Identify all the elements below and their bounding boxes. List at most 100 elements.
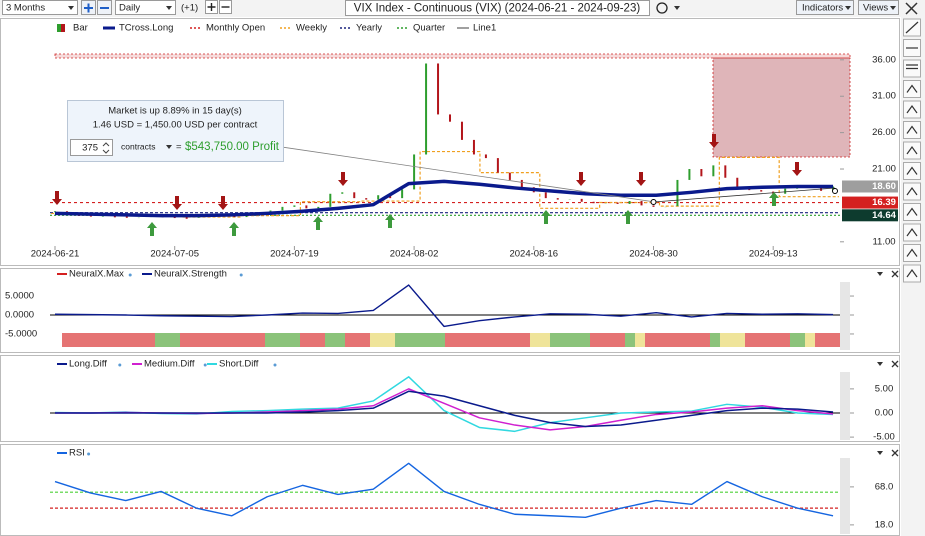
strength-line (54, 284, 834, 328)
tool-icon (906, 145, 918, 155)
legend-label: Bar (73, 23, 88, 34)
buy-arrow (229, 222, 239, 236)
y-tick-label: -5.00 (873, 432, 895, 443)
state-band (395, 333, 445, 347)
tool-icon (906, 227, 918, 237)
panel-menu[interactable] (877, 272, 883, 276)
tool-button[interactable] (903, 264, 921, 283)
tool-button[interactable] (903, 141, 921, 160)
dropdown-icon[interactable] (674, 6, 680, 10)
tool-group (903, 18, 921, 283)
state-band (590, 333, 625, 347)
state-band (790, 333, 805, 347)
search-icon[interactable] (656, 2, 668, 14)
y-tick-label: 26.00 (872, 127, 896, 138)
offset-text: (+1) (181, 3, 198, 14)
buy-arrow (147, 222, 157, 236)
info-line: 1.46 USD = 1,450.00 USD per contract (93, 120, 258, 131)
chart-title: VIX Index - Continuous (VIX) (2024-06-21… (354, 3, 641, 15)
buy-arrow (769, 192, 779, 206)
tool-button[interactable] (903, 121, 921, 139)
views-button[interactable] (858, 0, 899, 15)
buy-arrow (541, 210, 551, 224)
y-tick-label: 5.0000 (5, 291, 34, 302)
indicators-button[interactable] (796, 0, 854, 15)
trend-line (653, 187, 836, 203)
legend-label: Weekly (296, 23, 327, 34)
unit-select[interactable]: contracts (121, 141, 156, 151)
x-tick-label: 2024-07-19 (270, 249, 319, 260)
range-select[interactable] (2, 0, 78, 15)
resistance-zone (54, 53, 851, 59)
price-label-bg (842, 180, 898, 193)
views-text: Views (863, 3, 888, 14)
profit-calculator: Market is up 8.89% in 15 day(s) 1.46 USD… (67, 100, 284, 162)
tool-icon (905, 21, 919, 34)
tool-button[interactable] (903, 80, 921, 98)
tool-button[interactable] (903, 203, 921, 221)
dropdown-icon (845, 6, 851, 10)
dropdown-icon[interactable] (166, 145, 172, 149)
state-band (550, 333, 590, 347)
legend-dot (203, 363, 207, 367)
dropdown-icon (68, 6, 74, 10)
legend-dot (128, 273, 132, 277)
y-tick-label: 21.00 (872, 164, 896, 175)
panel-close[interactable] (891, 270, 899, 278)
diff-line (55, 390, 834, 428)
price-label: 14.64 (872, 210, 896, 221)
state-band (805, 333, 815, 347)
legend-icon (57, 24, 61, 32)
symbol-box[interactable] (345, 0, 650, 16)
legend-label: Medium.Diff (144, 359, 195, 370)
panel-close[interactable] (891, 360, 899, 368)
rsi-line (54, 462, 834, 518)
sell-arrow (576, 172, 586, 186)
tool-button[interactable] (903, 100, 921, 119)
price-label-bg (842, 196, 898, 209)
info-line: Market is up 8.89% in 15 day(s) (108, 106, 242, 117)
range-text: 3 Months (6, 3, 45, 14)
scale-gap (840, 282, 850, 350)
plus-icon (84, 3, 93, 13)
legend-dot (118, 363, 122, 367)
tool-icon (906, 166, 918, 175)
legend-label: Quarter (413, 23, 445, 34)
state-band (345, 333, 370, 347)
x-tick-label: 2024-06-21 (31, 249, 80, 260)
anchor-point (650, 199, 657, 205)
panel-menu[interactable] (877, 362, 883, 366)
tool-icon (906, 104, 918, 114)
state-band (815, 333, 840, 347)
tool-button[interactable] (903, 223, 921, 242)
dropdown-icon (166, 6, 172, 10)
state-band (370, 333, 395, 347)
x-tick-label: 2024-08-30 (629, 249, 678, 260)
interval-text: Daily (119, 3, 140, 14)
legend-label: NeuralX.Max (69, 269, 124, 280)
panel-close[interactable] (891, 449, 899, 457)
state-band (300, 333, 325, 347)
legend-icon (61, 24, 65, 32)
indicators-text: Indicators (802, 3, 843, 14)
tool-button[interactable] (903, 162, 921, 180)
quantity-input[interactable] (70, 139, 113, 156)
interval-select[interactable] (115, 0, 176, 15)
rsi-panel (0, 444, 900, 536)
y-tick-label: 11.00 (872, 236, 895, 247)
scale-gap (840, 458, 850, 534)
state-band (530, 333, 550, 347)
spinner-icon[interactable] (102, 142, 110, 154)
sell-arrow (338, 172, 348, 186)
close-icon[interactable] (905, 2, 918, 15)
tool-button[interactable] (903, 182, 921, 201)
tool-button[interactable] (903, 244, 921, 262)
tcross-line (54, 179, 834, 218)
panel-menu[interactable] (877, 451, 883, 455)
state-band (710, 333, 720, 347)
buy-arrow (623, 210, 633, 224)
sell-arrow (218, 196, 228, 210)
state-band (625, 333, 635, 347)
tool-icon (906, 186, 918, 196)
legend-label: Yearly (356, 23, 382, 34)
